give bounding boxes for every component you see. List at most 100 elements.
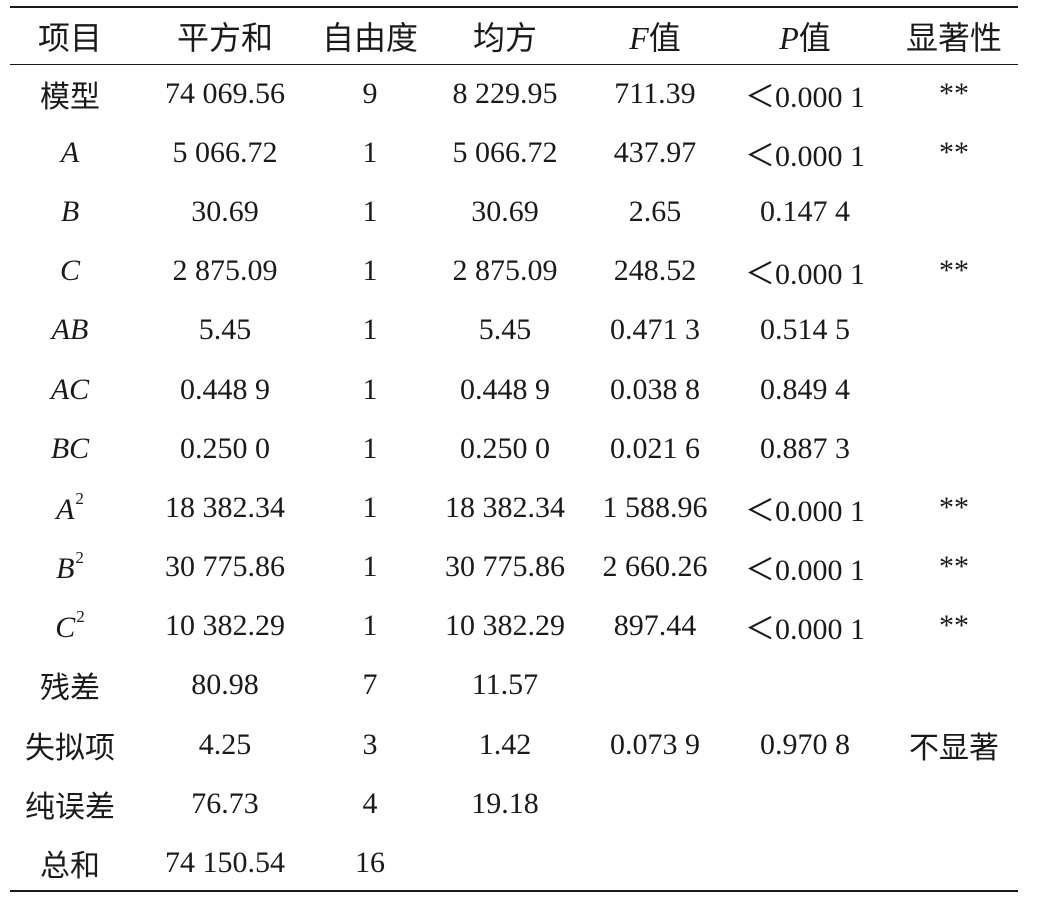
cell-item: 失拟项: [10, 715, 130, 774]
cell-significance: **: [939, 76, 969, 110]
cell-df: 9: [362, 76, 378, 110]
cell-item: AC: [10, 360, 130, 419]
cell-df: 4: [362, 786, 378, 820]
cell-item: B2: [10, 538, 130, 597]
header-p-value: P值: [720, 8, 890, 64]
table-row: AC 0.448 9 1 0.448 9 0.038 8 0.849 4: [10, 360, 1018, 419]
item-label: AB: [51, 313, 89, 347]
cell-p-value: 0.514 5: [760, 313, 850, 347]
cell-mean-square: 2 875.09: [452, 254, 558, 288]
table-row: 残差 80.98 7 11.57: [10, 656, 1018, 715]
cell-df: 1: [362, 609, 378, 643]
cell-df: 1: [362, 135, 378, 169]
item-exponent: 2: [75, 548, 84, 568]
cell-df: 1: [362, 194, 378, 228]
cell-sum-of-squares: 0.250 0: [180, 431, 270, 465]
item-label: BC: [50, 431, 90, 465]
cell-sum-of-squares: 76.73: [191, 786, 259, 820]
header-f-value: F值: [590, 8, 720, 64]
cell-sum-of-squares: 0.448 9: [180, 372, 270, 406]
cell-item: C: [10, 242, 130, 301]
cell-item: 残差: [10, 656, 130, 715]
item-label: 总和: [40, 849, 100, 885]
cell-significance: [890, 774, 1018, 833]
cell-f-value: 0.021 6: [610, 431, 700, 465]
cell-significance: **: [939, 550, 969, 584]
cell-sum-of-squares: 74 069.56: [165, 76, 285, 110]
cell-mean-square: 18 382.34: [445, 490, 565, 524]
cell-significance: [890, 656, 1018, 715]
table-row: A2 18 382.34 1 18 382.34 1 588.96 ＜0.000 1 **: [10, 478, 1018, 537]
cell-item: BC: [10, 419, 130, 478]
cell-f-value: 897.44: [613, 609, 697, 643]
cell-significance: 不显著: [909, 730, 999, 766]
header-p-suffix: 值: [798, 19, 831, 57]
item-label: A: [56, 492, 75, 526]
item-label: 残差: [40, 671, 100, 707]
cell-f-value: 0.471 3: [610, 313, 700, 347]
cell-mean-square: 30.69: [471, 194, 539, 228]
cell-significance: [890, 301, 1018, 360]
cell-p-value: 0.849 4: [760, 372, 850, 406]
cell-significance: [890, 182, 1018, 241]
cell-p-value: ＜0.000 1: [745, 613, 865, 647]
cell-sum-of-squares: 4.25: [198, 727, 252, 761]
cell-item: A: [10, 123, 130, 182]
cell-p-value: 0.147 4: [760, 194, 850, 228]
cell-item: 模型: [10, 64, 130, 123]
table-header-rule: [10, 64, 1018, 65]
cell-sum-of-squares: 10 382.29: [165, 609, 285, 643]
cell-f-value: [590, 833, 720, 892]
cell-mean-square: 5.45: [478, 313, 532, 347]
cell-f-value: 0.073 9: [610, 727, 700, 761]
cell-significance: **: [939, 609, 969, 643]
cell-item: A2: [10, 478, 130, 537]
header-mean-square: 均方: [472, 19, 537, 57]
cell-mean-square: 11.57: [471, 668, 539, 702]
table-top-rule: [10, 6, 1018, 8]
header-significance: 显著性: [905, 19, 1002, 57]
item-label: 模型: [40, 79, 100, 115]
cell-f-value: 2 660.26: [602, 550, 708, 584]
cell-sum-of-squares: 2 875.09: [172, 254, 278, 288]
cell-f-value: 1 588.96: [602, 490, 708, 524]
cell-df: 1: [362, 490, 378, 524]
header-item: 项目: [37, 19, 102, 57]
table-row: C2 10 382.29 1 10 382.29 897.44 ＜0.000 1 **: [10, 597, 1018, 656]
cell-significance: [890, 833, 1018, 892]
table-row: B 30.69 1 30.69 2.65 0.147 4: [10, 182, 1018, 241]
cell-mean-square: 1.42: [478, 727, 532, 761]
table-row: 纯误差 76.73 4 19.18: [10, 774, 1018, 833]
cell-df: 1: [362, 313, 378, 347]
header-f-suffix: 值: [648, 19, 681, 57]
item-label: 纯误差: [25, 789, 115, 825]
table-row: C 2 875.09 1 2 875.09 248.52 ＜0.000 1 **: [10, 242, 1018, 301]
cell-item: 总和: [10, 833, 130, 892]
cell-mean-square: 5 066.72: [452, 135, 558, 169]
cell-p-value: ＜0.000 1: [745, 80, 865, 114]
cell-item: B: [10, 182, 130, 241]
header-df: 自由度: [321, 19, 418, 57]
header-sum-of-squares: 平方和: [176, 19, 273, 57]
cell-df: 3: [362, 727, 378, 761]
cell-mean-square: 8 229.95: [452, 76, 558, 110]
cell-mean-square: 30 775.86: [445, 550, 565, 584]
cell-significance: **: [939, 135, 969, 169]
anova-table: 项目 平方和 自由度 均方 F值 P值 显著性 模型 74 069.56 9 8 22…: [10, 8, 1018, 893]
cell-f-value: 2.65: [628, 194, 682, 228]
item-label: C: [55, 611, 76, 645]
cell-sum-of-squares: 5 066.72: [172, 135, 278, 169]
cell-f-value: 248.52: [613, 254, 697, 288]
item-exponent: 2: [75, 488, 84, 508]
cell-p-value: ＜0.000 1: [745, 554, 865, 588]
cell-sum-of-squares: 30.69: [191, 194, 259, 228]
cell-mean-square: 0.250 0: [460, 431, 550, 465]
table-row: B2 30 775.86 1 30 775.86 2 660.26 ＜0.000 1 **: [10, 538, 1018, 597]
cell-mean-square: 0.448 9: [460, 372, 550, 406]
cell-f-value: 0.038 8: [610, 372, 700, 406]
table-row: 总和 74 150.54 16: [10, 833, 1018, 892]
cell-sum-of-squares: 5.45: [198, 313, 252, 347]
cell-df: 16: [355, 846, 385, 880]
table-bottom-rule: [10, 890, 1018, 892]
cell-p-value: [720, 656, 890, 715]
